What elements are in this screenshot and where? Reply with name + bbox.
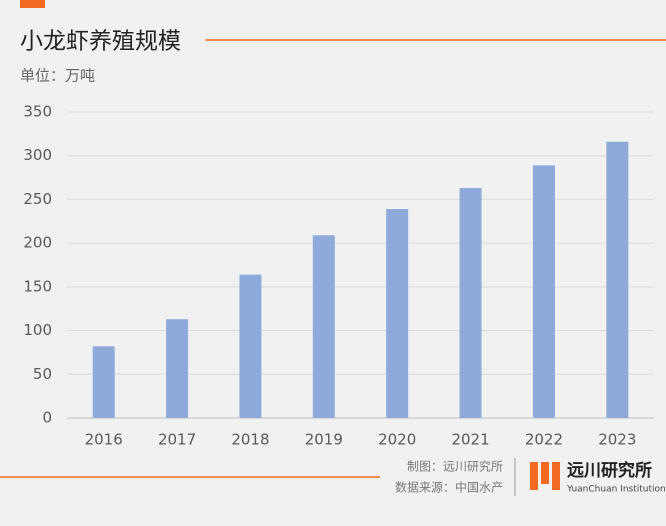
bar (92, 346, 115, 418)
x-tick-label: 2022 (525, 431, 563, 449)
source: 数据来源：中国水产 (395, 480, 503, 495)
y-tick-label: 50 (33, 365, 52, 383)
brand-en: YuanChuan Institution (566, 485, 666, 495)
bar (606, 141, 629, 418)
logo-icon (530, 462, 560, 490)
y-tick-label: 100 (23, 321, 52, 339)
chart-title: 小龙虾养殖规模 (20, 29, 181, 55)
x-tick-label: 2018 (231, 431, 269, 449)
y-tick-label: 150 (23, 277, 52, 295)
credit: 制图：远川研究所 (407, 459, 503, 474)
y-tick-label: 300 (23, 146, 52, 164)
subtitle: 单位：万吨 (20, 67, 95, 85)
y-tick-label: 0 (42, 409, 52, 427)
brand: 远川研究所 (567, 460, 652, 481)
y-tick-label: 250 (23, 190, 52, 208)
x-tick-label: 2017 (158, 431, 196, 449)
x-tick-label: 2023 (598, 431, 636, 449)
bar (532, 165, 555, 418)
x-tick-label: 2019 (305, 431, 343, 449)
x-tick-label: 2021 (451, 431, 489, 449)
bar (166, 319, 189, 418)
accent-block (20, 0, 45, 8)
bar (386, 209, 409, 418)
y-tick-label: 350 (23, 103, 52, 121)
bar (312, 235, 335, 418)
x-tick-label: 2020 (378, 431, 416, 449)
bar (459, 188, 482, 418)
bar (239, 274, 262, 418)
x-tick-label: 2016 (85, 431, 123, 449)
y-tick-label: 200 (23, 234, 52, 252)
